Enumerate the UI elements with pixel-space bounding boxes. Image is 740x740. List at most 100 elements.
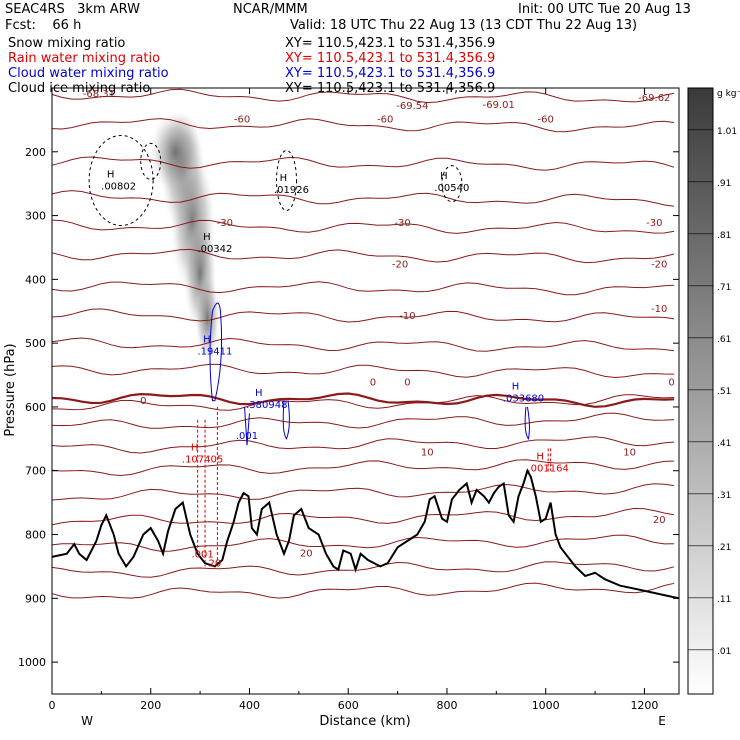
ice-contour xyxy=(441,165,463,203)
isotherm xyxy=(51,412,675,429)
x-tick-label: 200 xyxy=(140,699,161,712)
isotherm-label: -20 xyxy=(651,259,667,270)
field-label-cloud: Cloud water mixing ratio xyxy=(8,66,169,81)
colorbar-unit: g kg⁻¹ xyxy=(717,89,740,99)
cloud-contour xyxy=(282,400,290,440)
y-axis-label: Pressure (hPa) xyxy=(3,343,18,436)
x-tick-label: 1000 xyxy=(532,699,560,712)
maximum-value-label: .00540 xyxy=(434,183,469,194)
isotherm xyxy=(51,363,675,379)
isotherm-label: -69.62 xyxy=(638,93,670,104)
valid-time: Valid: 18 UTC Thu 22 Aug 13 (13 CDT Thu … xyxy=(290,18,638,33)
init-time: Init: 00 UTC Tue 20 Aug 13 xyxy=(518,2,691,17)
cloud-contour xyxy=(524,406,530,441)
field-label-rain: Rain water mixing ratio xyxy=(8,51,161,66)
contour-value-label: .001 xyxy=(236,431,258,442)
isotherm xyxy=(51,190,675,207)
maximum-h-label: H xyxy=(107,170,115,181)
isotherm-label: -30 xyxy=(394,218,410,229)
x-tick-label: 1200 xyxy=(630,699,658,712)
colorbar-tick-label: .31 xyxy=(717,491,731,501)
maximum-value-label: .19411 xyxy=(197,346,232,357)
isotherm-label: -60 xyxy=(538,115,554,126)
isotherm-label: 0 xyxy=(140,396,146,407)
y-tick-label: 300 xyxy=(25,210,46,223)
isotherm xyxy=(51,582,675,599)
ice-contour xyxy=(276,149,298,211)
terrain-line xyxy=(51,468,680,600)
colorbar-tick-label: .21 xyxy=(717,543,731,553)
y-tick-label: 700 xyxy=(25,465,46,478)
y-tick-label: 500 xyxy=(25,337,46,350)
ice-contour xyxy=(140,142,162,180)
isotherm xyxy=(51,392,675,408)
colorbar-tick-label: .11 xyxy=(717,595,731,605)
isotherm-label: -10 xyxy=(399,311,415,322)
snow-shading xyxy=(150,111,201,192)
isotherm-label: -30 xyxy=(217,218,233,229)
y-tick-label: 800 xyxy=(25,529,46,542)
y-tick-label: 400 xyxy=(25,273,46,286)
isotherm xyxy=(51,219,675,234)
cloud-contour xyxy=(209,302,223,402)
field-label-snow: Snow mixing ratio xyxy=(8,36,126,51)
isotherm xyxy=(51,281,675,296)
isotherm-label: -20 xyxy=(392,259,408,270)
isotherm xyxy=(51,394,675,411)
maximum-h-label: H xyxy=(536,452,544,463)
y-tick-label: 1000 xyxy=(18,656,46,669)
west-label: W xyxy=(81,714,93,728)
colorbar-tick-label: .71 xyxy=(717,283,731,293)
maximum-h-label: H xyxy=(203,334,211,345)
isotherm xyxy=(51,459,675,477)
x-axis-label: Distance (km) xyxy=(319,714,410,729)
x-tick-label: 0 xyxy=(49,699,56,712)
isotherm-label: -68.31 xyxy=(83,89,115,100)
isotherm-label: 20 xyxy=(300,548,313,559)
maximum-value-label: .033680 xyxy=(503,393,544,404)
contour-value-label: 20 xyxy=(209,558,222,569)
maximum-h-label: H xyxy=(255,388,263,399)
colorbar-tick-label: .01 xyxy=(717,647,731,657)
isotherm xyxy=(51,156,675,171)
ice-contour xyxy=(88,134,154,226)
maximum-h-label: H xyxy=(512,381,520,392)
x-tick-label: 600 xyxy=(338,699,359,712)
east-label: E xyxy=(658,714,666,728)
y-tick-label: 900 xyxy=(25,592,46,605)
plot-frame xyxy=(51,87,680,695)
maximum-value-label: .380948 xyxy=(246,400,287,411)
model-title: SEAC4RS 3km ARW xyxy=(5,2,141,17)
colorbar-tick-label: .91 xyxy=(717,179,731,189)
maximum-value-label: .01926 xyxy=(274,185,309,196)
colorbar-tick-label: .41 xyxy=(717,439,731,449)
colorbar-tick-label: .81 xyxy=(717,231,731,241)
isotherm-label: 0 xyxy=(370,377,376,388)
isotherm xyxy=(51,337,675,352)
isotherm xyxy=(51,483,675,501)
isotherm xyxy=(51,534,675,552)
snow-shading xyxy=(195,272,220,363)
maximum-h-label: H xyxy=(191,443,199,454)
x-tick-label: 400 xyxy=(239,699,260,712)
isotherm xyxy=(51,308,675,323)
maximum-h-label: H xyxy=(203,232,211,243)
colorbar-tick-label: .61 xyxy=(717,335,731,345)
isotherm xyxy=(51,88,675,104)
field-xy-cloud: XY= 110.5,423.1 to 531.4,356.9 xyxy=(285,66,496,81)
colorbar xyxy=(687,87,714,695)
y-tick-label: 600 xyxy=(25,401,46,414)
x-tick-label: 800 xyxy=(436,699,457,712)
field-xy-snow: XY= 110.5,423.1 to 531.4,356.9 xyxy=(285,36,496,51)
isotherm-label: -60 xyxy=(234,115,250,126)
maximum-h-label: H xyxy=(440,171,448,182)
maximum-value-label: .00342 xyxy=(197,244,232,255)
y-tick-label: 200 xyxy=(25,146,46,159)
org-label: NCAR/MMM xyxy=(233,2,308,17)
isotherm-label: -10 xyxy=(651,304,667,315)
isotherm-label: -60 xyxy=(377,115,393,126)
colorbar-tick-label: 1.01 xyxy=(717,127,737,137)
isotherm-label: 10 xyxy=(623,448,636,459)
isotherm-label: 10 xyxy=(421,448,434,459)
